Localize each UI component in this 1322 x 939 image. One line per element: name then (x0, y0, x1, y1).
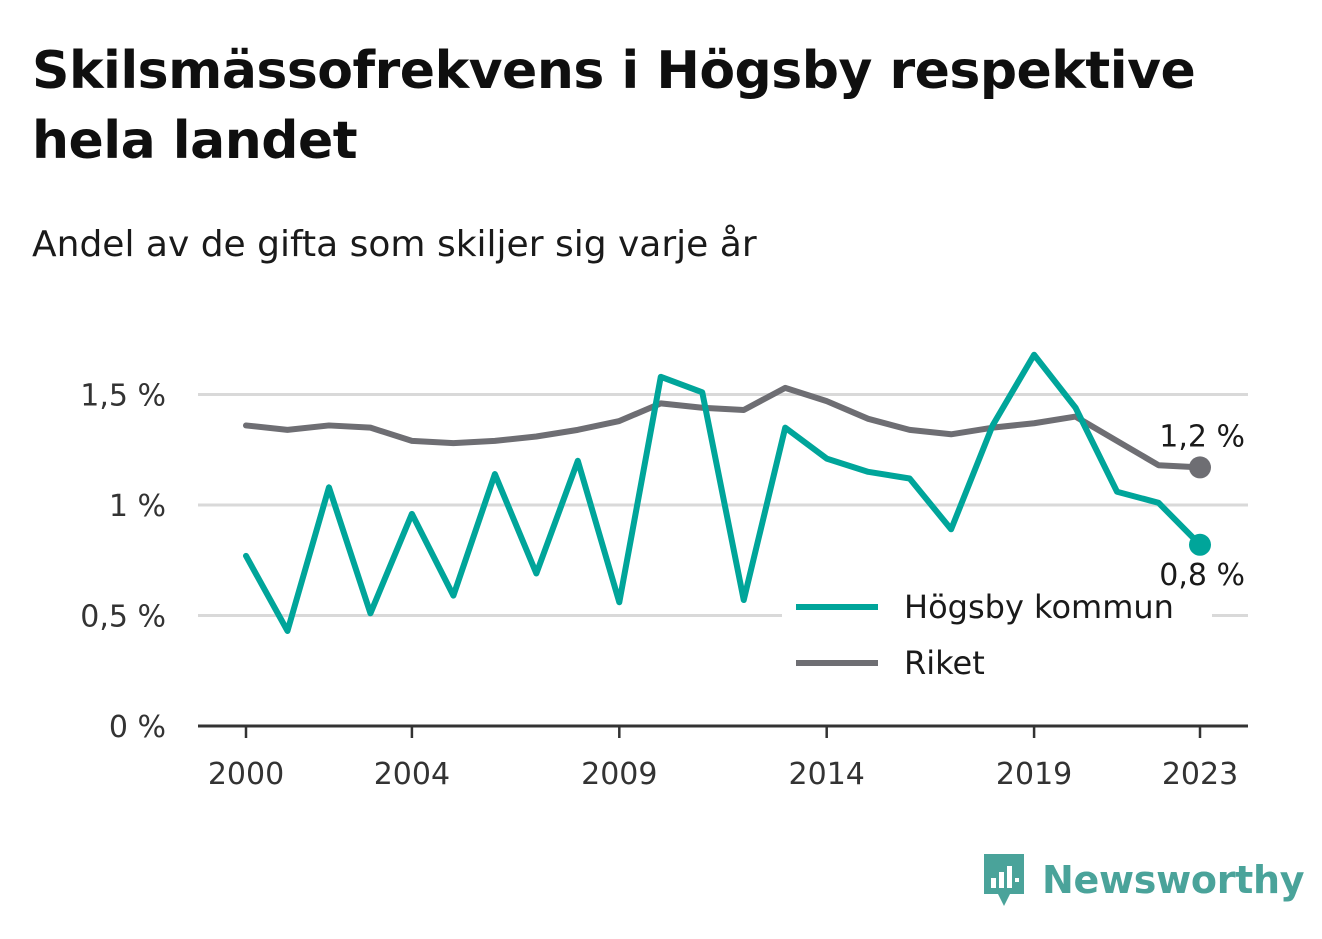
end-labels: 1,2 % 0,8 % (1157, 419, 1248, 595)
y-tick-label: 1,5 % (80, 379, 166, 414)
legend-label: Riket (904, 644, 985, 682)
legend: Högsby kommun Riket (782, 582, 1212, 694)
x-tick-label: 2004 (374, 757, 450, 792)
x-tick-label: 2019 (996, 757, 1072, 792)
legend-label: Högsby kommun (904, 588, 1174, 626)
brand-name: Newsworthy (1042, 858, 1305, 902)
x-tick-label: 2000 (208, 757, 284, 792)
newsworthy-brand: Newsworthy (980, 850, 1305, 910)
x-axis-ticks: 2000 2004 2009 2014 2019 2023 (208, 726, 1238, 792)
series-end-point (1189, 533, 1211, 556)
y-axis-ticks: 0 % 0,5 % 1 % 1,5 % (80, 379, 166, 746)
chart-title: Skilsmässofrekvens i Högsby respektive h… (32, 41, 1196, 171)
x-tick-label: 2023 (1162, 757, 1238, 792)
legend-background (782, 582, 1212, 694)
end-label: 0,8 % (1159, 558, 1245, 593)
chart-subtitle: Andel av de gifta som skiljer sig varje … (32, 224, 757, 265)
x-tick-label: 2009 (581, 757, 657, 792)
series-line (243, 351, 1203, 634)
newsworthy-logo-icon (984, 854, 1024, 906)
x-tick-label: 2014 (789, 757, 865, 792)
y-tick-label: 1 % (109, 489, 166, 524)
end-label: 1,2 % (1159, 419, 1245, 454)
series-line (243, 384, 1203, 471)
y-tick-label: 0 % (109, 710, 166, 745)
series-lines (243, 351, 1211, 634)
series-end-point (1189, 456, 1211, 479)
y-tick-label: 0,5 % (80, 600, 166, 635)
